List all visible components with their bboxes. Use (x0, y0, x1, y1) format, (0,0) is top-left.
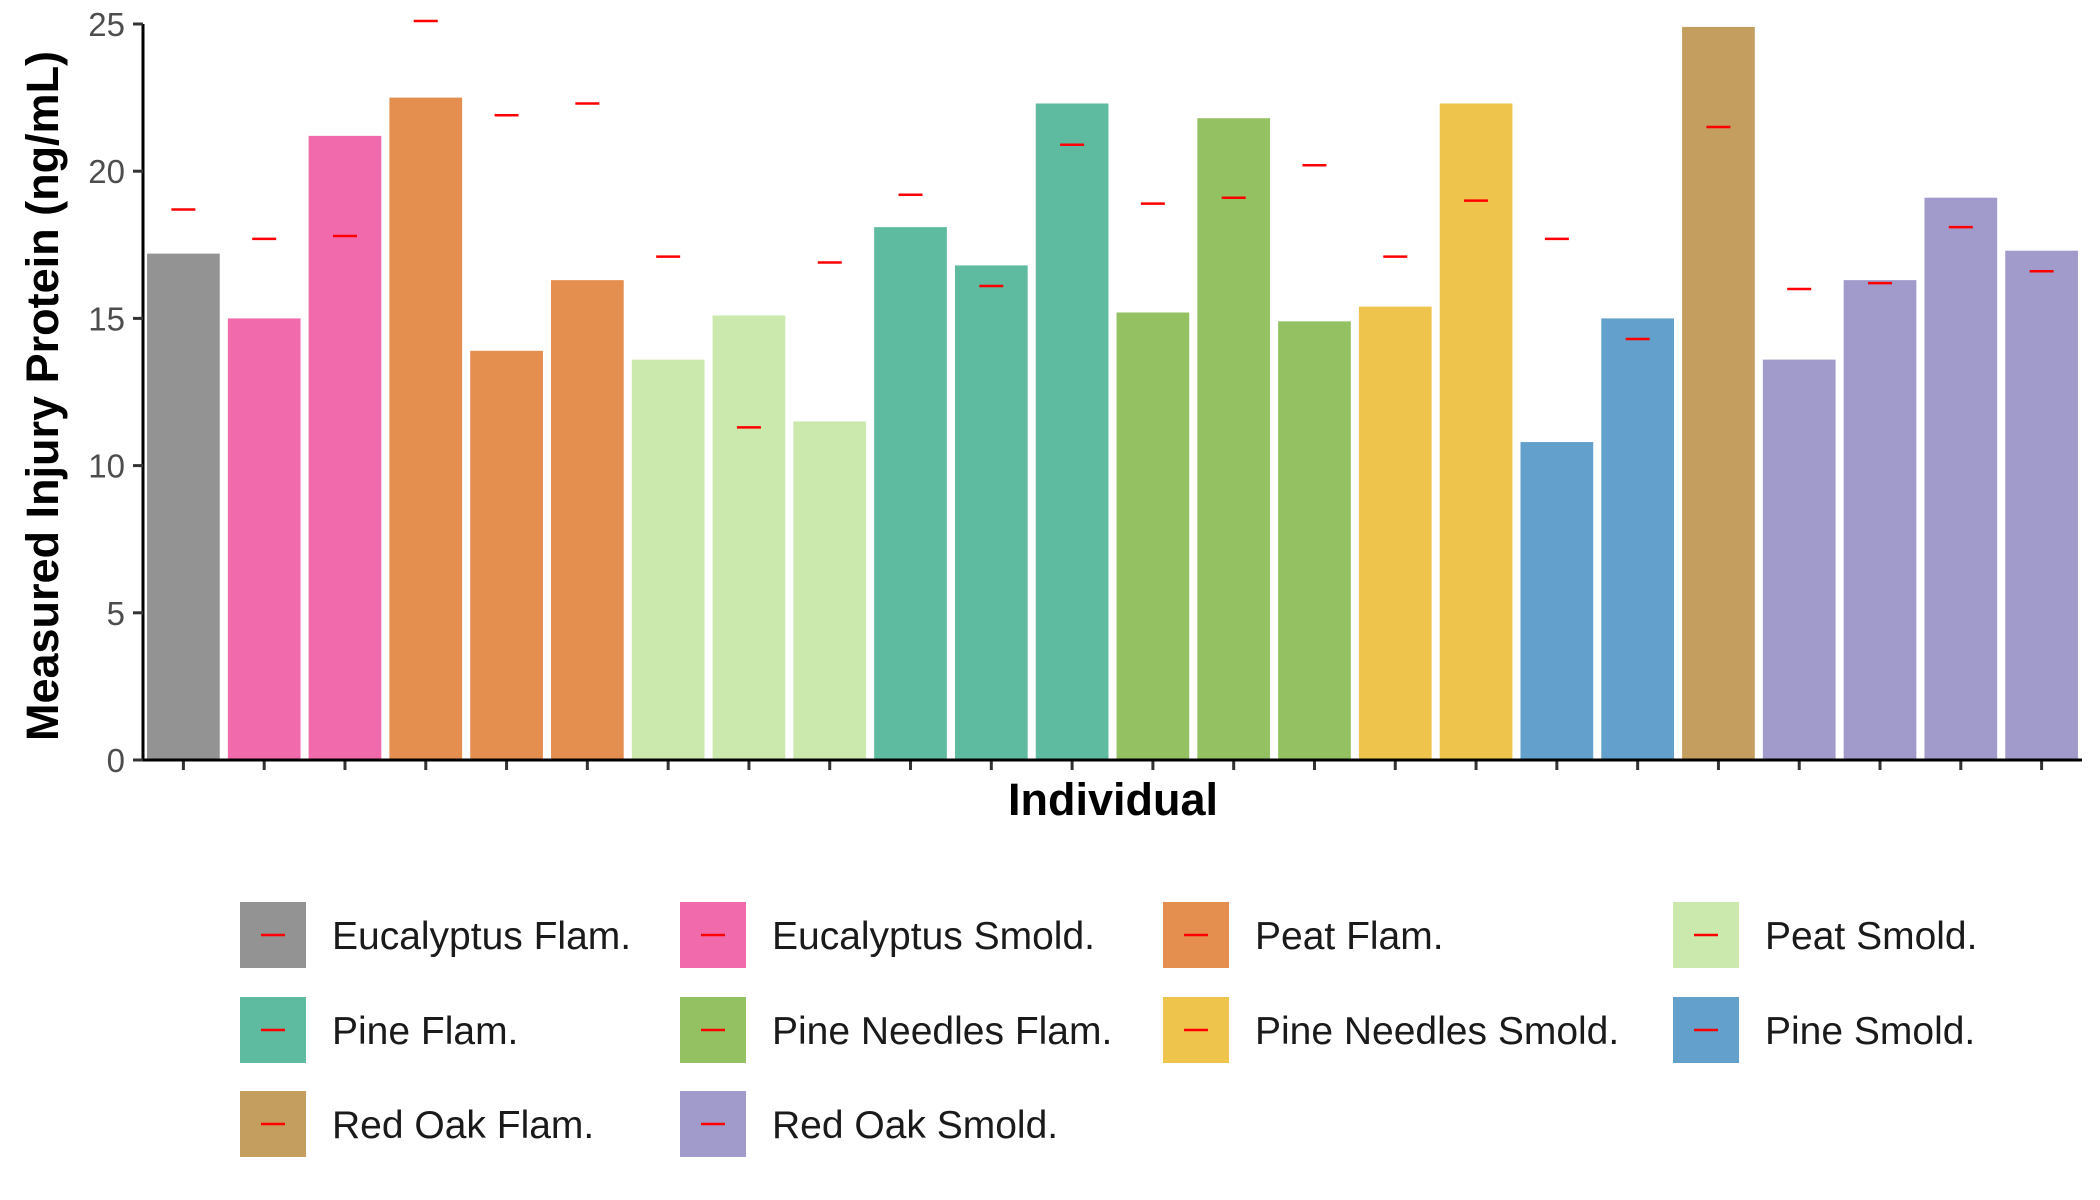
bar-8 (712, 315, 786, 760)
bar-21 (1762, 359, 1836, 760)
markers-layer (171, 19, 2054, 429)
bar-17 (1439, 103, 1513, 761)
y-tick-label: 25 (88, 6, 125, 43)
bar-18 (1520, 442, 1594, 760)
legend-label: Red Oak Flam. (332, 1104, 594, 1147)
legend-label: Red Oak Smold. (772, 1104, 1058, 1147)
bar-16 (1358, 306, 1432, 760)
y-tick-label: 20 (88, 153, 125, 190)
legend-item: Red Oak Smold. (680, 1091, 1058, 1157)
legend-item: Eucalyptus Smold. (680, 902, 1095, 968)
legend-item: Peat Flam. (1163, 902, 1444, 968)
bar-3 (308, 135, 382, 760)
legend-item: Pine Needles Flam. (680, 997, 1112, 1063)
bar-19 (1601, 318, 1674, 760)
y-tick-label: 10 (88, 448, 125, 485)
bar-5 (470, 350, 543, 760)
bar-7 (631, 359, 705, 760)
legend-item: Pine Flam. (240, 997, 518, 1063)
bar-1 (147, 253, 220, 760)
bars-layer (147, 26, 2078, 761)
legend-item: Pine Needles Smold. (1163, 997, 1619, 1063)
bar-22 (1843, 280, 1917, 760)
legend-label: Peat Flam. (1255, 915, 1444, 958)
legend: Eucalyptus Flam. Eucalyptus Smold. Peat Fl… (240, 902, 1977, 1157)
y-tick-label: 5 (107, 595, 125, 632)
legend-item: Red Oak Flam. (240, 1091, 594, 1157)
bar-20 (1682, 26, 1755, 760)
y-axis-title: Measured Injury Protein (ng/mL) (17, 51, 68, 741)
bar-14 (1197, 118, 1271, 760)
bar-9 (793, 421, 867, 760)
legend-item: Eucalyptus Flam. (240, 902, 631, 968)
legend-label: Eucalyptus Flam. (332, 915, 631, 958)
x-axis-title: Individual (1008, 774, 1218, 825)
legend-label: Eucalyptus Smold. (772, 915, 1095, 958)
bar-2 (227, 318, 301, 760)
bar-6 (551, 280, 624, 760)
legend-label: Pine Needles Smold. (1255, 1010, 1619, 1053)
legend-label: Pine Smold. (1765, 1010, 1975, 1053)
legend-label: Pine Flam. (332, 1010, 518, 1053)
legend-label: Pine Needles Flam. (772, 1010, 1112, 1053)
bar-12 (1035, 103, 1109, 761)
legend-item: Peat Smold. (1673, 902, 1977, 968)
y-tick-label: 15 (88, 300, 125, 337)
bar-11 (954, 265, 1028, 760)
bar-13 (1116, 312, 1190, 760)
bar-24 (2005, 250, 2078, 760)
bar-15 (1278, 321, 1351, 760)
bar-4 (389, 97, 463, 761)
legend-label: Peat Smold. (1765, 915, 1977, 958)
y-tick-label: 0 (107, 742, 125, 779)
axes-layer: 0 5 10 15 20 25 (88, 6, 2082, 779)
legend-item: Pine Smold. (1673, 997, 1975, 1063)
bar-10 (874, 227, 947, 760)
bar-23 (1924, 197, 1998, 760)
